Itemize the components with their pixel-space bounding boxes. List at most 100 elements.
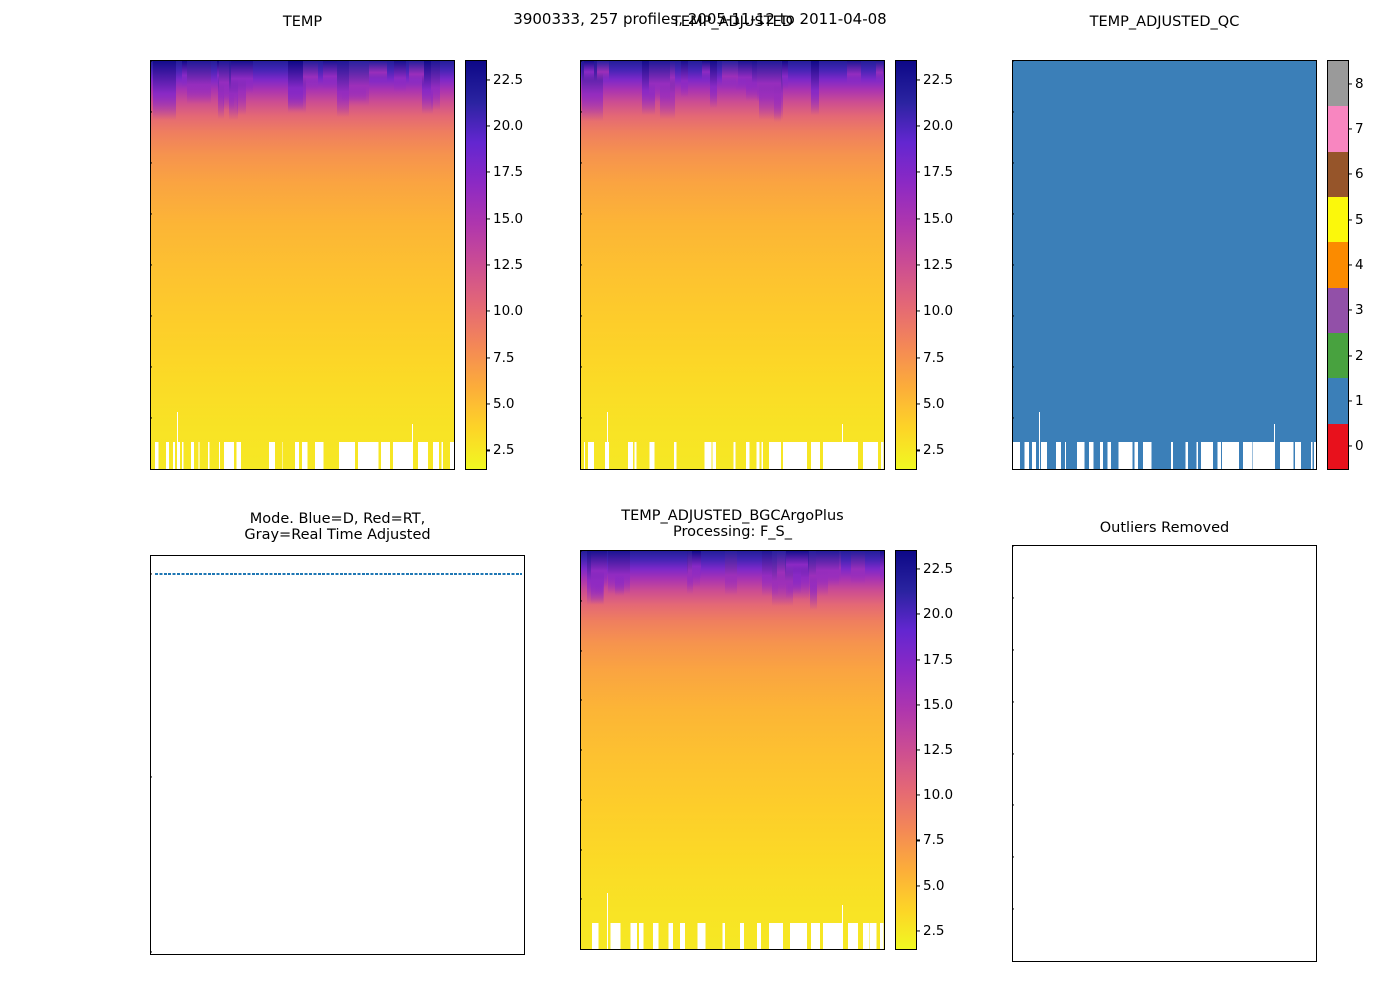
panel-mode-title: Mode. Blue=D, Red=RT, Gray=Real Time Adj… <box>244 511 431 544</box>
mode-delayed-line <box>154 572 523 576</box>
xtick-2011: 2011 <box>843 469 877 470</box>
ytick-depth-500: 500 <box>150 155 151 171</box>
xtick-2010: 2010 <box>790 469 824 470</box>
colorbar-tick-10.0: 10.0 <box>916 303 953 319</box>
xtick-2006: 2006 <box>1012 961 1046 962</box>
ytick-depth-1250: 1250 <box>1012 797 1013 813</box>
axes-temp-adjusted-qc[interactable]: 0 250 500 750 1000 1250 1500 1750 2006 2007 2008 20… <box>1012 60 1317 470</box>
colorbar-tick-10.0: 10.0 <box>916 787 953 803</box>
xtick-2008: 2008 <box>255 469 289 470</box>
ytick-depth-250: 250 <box>580 104 581 120</box>
heatmap-bgc <box>581 551 884 949</box>
xtick-2007: 2007 <box>632 469 666 470</box>
panel-temp-adjusted-qc-title: TEMP_ADJUSTED_QC <box>1089 14 1240 30</box>
ytick-depth-1500: 1500 <box>1012 359 1013 375</box>
qc-colorbar-tick-4: 4 <box>1348 257 1364 273</box>
xtick-2011: 2011 <box>1275 961 1309 962</box>
panel-outliers: Outliers Removed 0 250 500 750 1000 1250 1500 1… <box>1012 520 1317 968</box>
figure-suptitle: 3900333, 257 profiles, 2005-11-12 to 201… <box>513 10 887 28</box>
ytick-depth-0: 0 <box>150 60 151 69</box>
xtick-2006: 2006 <box>150 469 184 470</box>
colorbar-tick-17.5: 17.5 <box>916 652 953 668</box>
colorbar-tick-20.0: 20.0 <box>486 118 523 134</box>
qc-colorbar-tick-6: 6 <box>1348 166 1364 182</box>
colorbar-tick-5.0: 5.0 <box>486 396 514 412</box>
qc-colorbar-tick-1: 1 <box>1348 393 1364 409</box>
xtick-2006: 2006 <box>580 469 614 470</box>
colorbar-tick-7.5: 7.5 <box>486 350 514 366</box>
xtick-2011: 2011 <box>478 954 512 955</box>
panel-outliers-title: Outliers Removed <box>1099 520 1230 536</box>
xtick-2010: 2010 <box>1222 961 1256 962</box>
ytick-depth-0: 0 <box>580 60 581 69</box>
qc-band-5 <box>1328 197 1348 243</box>
ytick-depth-1750: 1750 <box>1012 901 1013 917</box>
xtick-2007: 2007 <box>1064 961 1098 962</box>
ytick-depth-500: 500 <box>580 155 581 171</box>
xtick-2008: 2008 <box>1117 469 1151 470</box>
colorbar-tick-17.5: 17.5 <box>486 164 523 180</box>
ytick-depth-1750: 1750 <box>1012 410 1013 426</box>
ytick-depth-1250: 1250 <box>150 308 151 324</box>
axes-bgc[interactable]: 0 250 500 750 1000 1250 1500 1750 2006 2007 2008 20… <box>580 550 885 950</box>
ytick-depth-500: 500 <box>1012 155 1013 171</box>
colorbar-tick-22.5: 22.5 <box>916 561 953 577</box>
panel-temp-adjusted-title: TEMP_ADJUSTED <box>672 14 793 30</box>
ytick-depth-1000: 1000 <box>580 257 581 273</box>
qc-band-3 <box>1328 287 1348 334</box>
ytick-depth-500: 500 <box>1012 642 1013 658</box>
ytick-depth-1250: 1250 <box>1012 308 1013 324</box>
axes-temp[interactable]: 0 250 500 750 1000 1250 1500 1750 2006 2007 2008 20… <box>150 60 455 470</box>
panel-temp-adjusted-qc: TEMP_ADJUSTED_QC 0 250 500 750 1000 1250 1500 1… <box>1012 14 1317 470</box>
qc-band-2 <box>1328 333 1348 379</box>
heatmap-temp <box>151 61 454 469</box>
qc-band-0 <box>1328 423 1348 469</box>
ytick-depth-750: 750 <box>1012 206 1013 222</box>
xtick-2011: 2011 <box>1275 469 1309 470</box>
ytick-depth-1500: 1500 <box>580 842 581 858</box>
xtick-2006: 2006 <box>580 949 614 950</box>
qc-colorbar-tick-3: 3 <box>1348 302 1364 318</box>
panel-temp-adjusted: TEMP_ADJUSTED 0 250 500 750 1000 1250 1500 1750… <box>580 14 885 470</box>
xtick-2010: 2010 <box>360 469 394 470</box>
xtick-2010: 2010 <box>790 949 824 950</box>
xtick-2007: 2007 <box>218 954 252 955</box>
colorbar-temp-adjusted: 2.5 5.0 7.5 10.0 12.5 15.0 17.5 20.0 22.5 <box>895 60 953 470</box>
panel-temp: TEMP 0 250 500 750 1000 1250 1500 1750 2006 2007 2… <box>150 14 455 470</box>
colorbar-bgc: 2.5 5.0 7.5 10.0 12.5 15.0 17.5 20.0 22.5 <box>895 550 953 950</box>
colorbar-tick-17.5: 17.5 <box>916 164 953 180</box>
qc-band-6 <box>1328 151 1348 198</box>
ytick-depth-1000: 1000 <box>1012 746 1013 762</box>
axes-outliers[interactable]: 0 250 500 750 1000 1250 1500 1750 2006 2007 2008 20… <box>1012 545 1317 962</box>
xtick-2007: 2007 <box>202 469 236 470</box>
ytick-depth-0: 0 <box>1012 60 1013 69</box>
panel-bgc: TEMP_ADJUSTED_BGCArgoPlus Processing: F_… <box>580 508 885 968</box>
ytick-depth-250: 250 <box>150 104 151 120</box>
heatmap-temp-adjusted <box>581 61 884 469</box>
colorbar-tick-15.0: 15.0 <box>916 697 953 713</box>
xtick-2009: 2009 <box>738 949 772 950</box>
colorbar-tick-12.5: 12.5 <box>916 742 953 758</box>
axes-mode[interactable]: Delayed ModeReal Time AdjustedReal Time2… <box>150 555 525 955</box>
ytick-mode-real-time-adjusted: Real Time Adjusted <box>150 769 151 785</box>
ytick-depth-250: 250 <box>580 593 581 609</box>
colorbar-qc: 0 1 2 3 4 5 6 7 8 <box>1327 60 1364 470</box>
colorbar-tick-10.0: 10.0 <box>486 303 523 319</box>
colorbar-tick-2.5: 2.5 <box>486 442 514 458</box>
axes-temp-adjusted[interactable]: 0 250 500 750 1000 1250 1500 1750 2006 2007 2008 20… <box>580 60 885 470</box>
ytick-depth-1000: 1000 <box>150 257 151 273</box>
xtick-2011: 2011 <box>413 469 447 470</box>
qc-band-1 <box>1328 378 1348 424</box>
colorbar-tick-15.0: 15.0 <box>916 211 953 227</box>
panel-mode: Mode. Blue=D, Red=RT, Gray=Real Time Adj… <box>150 511 525 955</box>
colorbar-tick-20.0: 20.0 <box>916 118 953 134</box>
ytick-depth-1250: 1250 <box>580 308 581 324</box>
colorbar-tick-12.5: 12.5 <box>486 257 523 273</box>
ytick-depth-1500: 1500 <box>1012 849 1013 865</box>
xtick-2008: 2008 <box>685 949 719 950</box>
ytick-depth-1000: 1000 <box>580 742 581 758</box>
xtick-2007: 2007 <box>1064 469 1098 470</box>
qc-colorbar-tick-0: 0 <box>1348 438 1364 454</box>
ytick-depth-750: 750 <box>1012 694 1013 710</box>
